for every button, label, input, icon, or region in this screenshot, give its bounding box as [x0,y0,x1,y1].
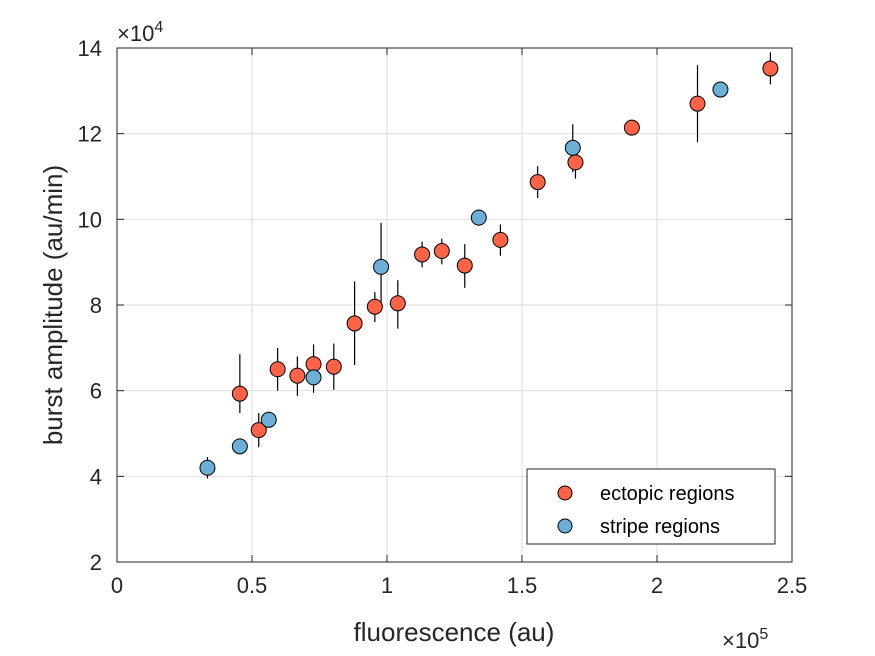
data-point-ectopic [456,257,473,274]
data-point-ectopic [366,298,383,315]
data-point-ectopic [567,154,584,171]
data-point-ectopic [389,295,406,312]
data-point-ectopic [289,367,306,384]
data-point-stripe [470,209,487,226]
data-markers [199,60,779,476]
y-tick-label: 8 [90,293,102,318]
x-exponent-base: ×10 [722,628,759,653]
x-axis-label: fluorescence (au) [354,617,555,647]
data-point-stripe [199,459,216,476]
data-point-stripe [305,369,322,386]
data-point-ectopic [529,174,546,191]
y-tick-label: 2 [90,550,102,575]
data-point-ectopic [325,358,342,375]
y-tick-label: 4 [90,464,102,489]
data-point-stripe [712,81,729,98]
x-tick-labels: 0 0.5 1 1.5 2 2.5 [111,573,807,598]
x-tick-label: 1 [381,573,393,598]
y-tick-label: 6 [90,379,102,404]
legend: ectopic regions stripe regions [526,468,776,545]
x-exponent-power: 5 [759,626,768,643]
data-point-ectopic [269,361,286,378]
data-point-ectopic [305,356,322,373]
data-point-stripe [260,411,277,428]
data-point-ectopic [250,422,267,439]
y-tick-label: 10 [78,207,102,232]
data-point-ectopic [433,243,450,260]
y-tick-label: 12 [78,122,102,147]
x-tick-label: 0 [111,573,123,598]
y-exponent-base: ×10 [117,21,154,46]
data-point-ectopic [231,385,248,402]
x-tick-label: 2.5 [777,573,808,598]
data-point-stripe [373,258,390,275]
y-exponent-label: ×104 [117,19,163,46]
data-point-stripe [564,139,581,156]
x-exponent-label: ×105 [722,626,768,653]
x-tick-label: 1.5 [507,573,538,598]
y-tick-label: 14 [78,36,102,61]
y-exponent-power: 4 [154,19,163,36]
x-tick-label: 2 [651,573,663,598]
y-axis-label: burst amplitude (au/min) [38,165,68,445]
legend-marker-stripe [557,518,573,534]
axes-frame [116,47,793,563]
data-point-ectopic [689,95,706,112]
x-tick-label: 0.5 [237,573,268,598]
data-point-stripe [231,438,248,455]
data-point-ectopic [414,246,431,263]
legend-label-ectopic: ectopic regions [600,483,735,505]
legend-label-stripe: stripe regions [600,516,720,538]
data-point-ectopic [762,60,779,77]
data-point-ectopic [623,119,640,136]
legend-marker-ectopic [557,485,573,501]
y-tick-labels: 2 4 6 8 10 12 14 [78,36,102,575]
data-point-ectopic [492,231,509,248]
data-point-ectopic [346,315,363,332]
